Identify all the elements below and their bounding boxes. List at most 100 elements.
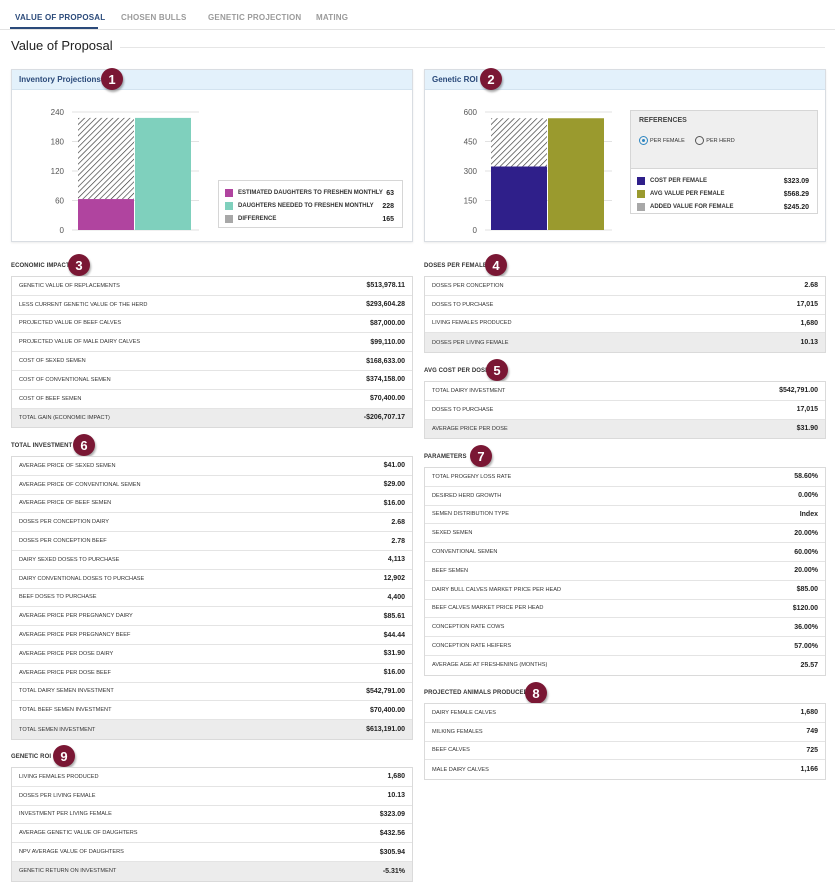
references-radio-group: PER FEMALE PER HERD xyxy=(639,132,741,150)
inventory-projections-header: Inventory Projections xyxy=(12,70,412,90)
row-value: 1,680 xyxy=(800,319,818,327)
row-value: $16.00 xyxy=(383,499,405,507)
step-badge-9: 9 xyxy=(53,745,75,767)
legend-swatch xyxy=(225,202,233,210)
legend-swatch xyxy=(225,215,233,223)
tab-bar: VALUE OF PROPOSAL CHOSEN BULLS GENETIC P… xyxy=(0,0,835,30)
bar-segment xyxy=(135,117,191,230)
doses-per-female-table: DOSES PER CONCEPTION 2.68 DOSES TO PURCHAS… xyxy=(424,276,826,354)
table-row: DAIRY SEXED DOSES TO PURCHASE 4,113 xyxy=(12,551,412,570)
references-panel: REFERENCES PER FEMALE PER HERD COST PER … xyxy=(630,110,818,214)
table-row: AVERAGE PRICE OF BEEF SEMEN $16.00 xyxy=(12,495,412,514)
row-label: BEEF SEMEN xyxy=(432,567,469,574)
step-badge-5: 5 xyxy=(486,359,508,381)
table-row: AVERAGE PRICE OF CONVENTIONAL SEMEN $29.0… xyxy=(12,476,412,495)
table-row: SEMEN DISTRIBUTION TYPE Index xyxy=(425,506,825,525)
table-row: DOSES PER CONCEPTION 2.68 xyxy=(425,277,825,296)
row-label: MILKING FEMALES xyxy=(432,728,483,735)
table-row: AVERAGE PRICE PER DOSE $31.90 xyxy=(425,419,825,439)
row-label: SEMEN DISTRIBUTION TYPE xyxy=(432,511,509,518)
legend-item-difference: DIFFERENCE 165 xyxy=(219,213,402,225)
legend-value: $323.09 xyxy=(783,177,809,185)
inventory-chart: 0 60 120 180 240 xyxy=(51,108,199,235)
row-label: COST OF CONVENTIONAL SEMEN xyxy=(19,376,111,383)
table-row: TOTAL SEMEN INVESTMENT $613,191.00 xyxy=(12,720,412,739)
row-label: LIVING FEMALES PRODUCED xyxy=(432,320,512,327)
row-value: 0.00% xyxy=(798,492,818,500)
table-row: AVERAGE PRICE PER PREGNANCY BEEF $44.44 xyxy=(12,626,412,645)
row-value: 10.13 xyxy=(387,792,405,800)
row-label: AVERAGE PRICE PER DOSE xyxy=(432,425,508,432)
row-value: 725 xyxy=(806,746,818,754)
row-value: 2.68 xyxy=(391,518,405,526)
row-label: INVESTMENT PER LIVING FEMALE xyxy=(19,811,112,818)
legend-label: ESTIMATED DAUGHTERS TO FRESHEN MONTHLY xyxy=(238,190,383,196)
row-value: 12,902 xyxy=(383,575,405,583)
row-value: $70,400.00 xyxy=(369,395,405,403)
y-tick-label: 300 xyxy=(464,167,478,176)
total-investment-table: AVERAGE PRICE OF SEXED SEMEN $41.00 AVERAG… xyxy=(11,456,413,740)
table-row: TOTAL DAIRY SEMEN INVESTMENT $542,791.00 xyxy=(12,683,412,702)
row-label: DAIRY CONVENTIONAL DOSES TO PURCHASE xyxy=(19,575,145,582)
table-row: CONCEPTION RATE COWS 36.00% xyxy=(425,618,825,638)
row-value: $16.00 xyxy=(383,669,405,677)
row-label: TOTAL BEEF SEMEN INVESTMENT xyxy=(19,707,112,714)
row-value: 4,113 xyxy=(387,556,405,564)
table-row: AVERAGE AGE AT FRESHENING (MONTHS) 25.57 xyxy=(425,656,825,675)
tab-chosen-bulls[interactable]: CHOSEN BULLS xyxy=(121,13,187,22)
radio-per-female[interactable] xyxy=(639,136,648,146)
step-badge-8: 8 xyxy=(525,682,547,704)
row-label: DAIRY FEMALE CALVES xyxy=(432,709,497,716)
inventory-projections-card: Inventory Projections 0 60 120 180 240 ESTIM… xyxy=(11,69,413,242)
tab-mating[interactable]: MATING xyxy=(316,13,349,22)
row-label: COST OF SEXED SEMEN xyxy=(19,358,86,365)
row-label: PROJECTED VALUE OF BEEF CALVES xyxy=(19,320,122,327)
table-row: MILKING FEMALES 749 xyxy=(425,723,825,742)
step-badge-3: 3 xyxy=(68,254,90,276)
doses-per-female-title: DOSES PER FEMALE xyxy=(424,263,487,269)
y-tick-label: 60 xyxy=(55,197,64,206)
row-value: 1,680 xyxy=(387,773,405,781)
table-row: BEEF CALVES MARKET PRICE PER HEAD $120.00 xyxy=(425,600,825,619)
row-label: DAIRY BULL CALVES MARKET PRICE PER HEAD xyxy=(432,586,562,593)
row-value: 25.57 xyxy=(800,661,818,669)
table-row: COST OF CONVENTIONAL SEMEN $374,158.00 xyxy=(12,371,412,390)
row-value: $120.00 xyxy=(792,604,818,612)
genetic-roi-chart: 0 150 300 450 600 xyxy=(464,108,612,235)
legend-swatch xyxy=(225,189,233,197)
row-label: NPV AVERAGE VALUE OF DAUGHTERS xyxy=(19,849,124,856)
row-value: 20.00% xyxy=(794,567,818,575)
genetic-roi-header: Genetic ROI xyxy=(425,70,825,90)
row-value: $85.00 xyxy=(796,586,818,594)
radio-per-herd[interactable] xyxy=(695,136,705,146)
tab-value-of-proposal[interactable]: VALUE OF PROPOSAL xyxy=(15,13,106,22)
row-value: $305.94 xyxy=(379,848,405,856)
row-value: $85.61 xyxy=(383,612,405,620)
bar-segment xyxy=(78,199,134,230)
row-value: 17,015 xyxy=(796,406,818,414)
tab-genetic-projection[interactable]: GENETIC PROJECTION xyxy=(208,13,302,22)
row-label: GENETIC VALUE OF REPLACEMENTS xyxy=(19,282,120,289)
legend-item-cost-per-female: COST PER FEMALE $323.09 xyxy=(631,175,817,187)
legend-swatch xyxy=(637,203,645,211)
row-label: TOTAL DAIRY INVESTMENT xyxy=(432,387,506,394)
table-row: TOTAL PROGENY LOSS RATE 58.60% xyxy=(425,468,825,487)
table-row: MALE DAIRY CALVES 1,166 xyxy=(425,760,825,779)
page-title: Value of Proposal xyxy=(11,38,113,53)
genetic-roi-card: Genetic ROI 0 150 300 450 600 REFERENCES PER… xyxy=(424,69,826,242)
row-label: DOSES PER LIVING FEMALE xyxy=(19,792,96,799)
row-value: $432.56 xyxy=(379,829,405,837)
legend-item-daughters-needed: DAUGHTERS NEEDED TO FRESHEN MONTHLY 228 xyxy=(219,200,402,212)
table-row: AVERAGE GENETIC VALUE OF DAUGHTERS $432.5… xyxy=(12,824,412,844)
row-value: -$206,707.17 xyxy=(363,414,405,422)
row-label: LIVING FEMALES PRODUCED xyxy=(19,773,99,780)
row-value: $31.90 xyxy=(383,650,405,658)
row-value: 749 xyxy=(806,728,818,736)
row-label: DESIRED HERD GROWTH xyxy=(432,492,502,499)
row-value: $513,978.11 xyxy=(366,282,405,290)
parameters-title: PARAMETERS xyxy=(424,454,467,460)
table-row: TOTAL GAIN (ECONOMIC IMPACT) -$206,707.17 xyxy=(12,408,412,428)
legend-item-estimated-daughters: ESTIMATED DAUGHTERS TO FRESHEN MONTHLY 6… xyxy=(219,187,402,199)
step-badge-6: 6 xyxy=(73,434,95,456)
table-row: BEEF DOSES TO PURCHASE 4,400 xyxy=(12,589,412,608)
